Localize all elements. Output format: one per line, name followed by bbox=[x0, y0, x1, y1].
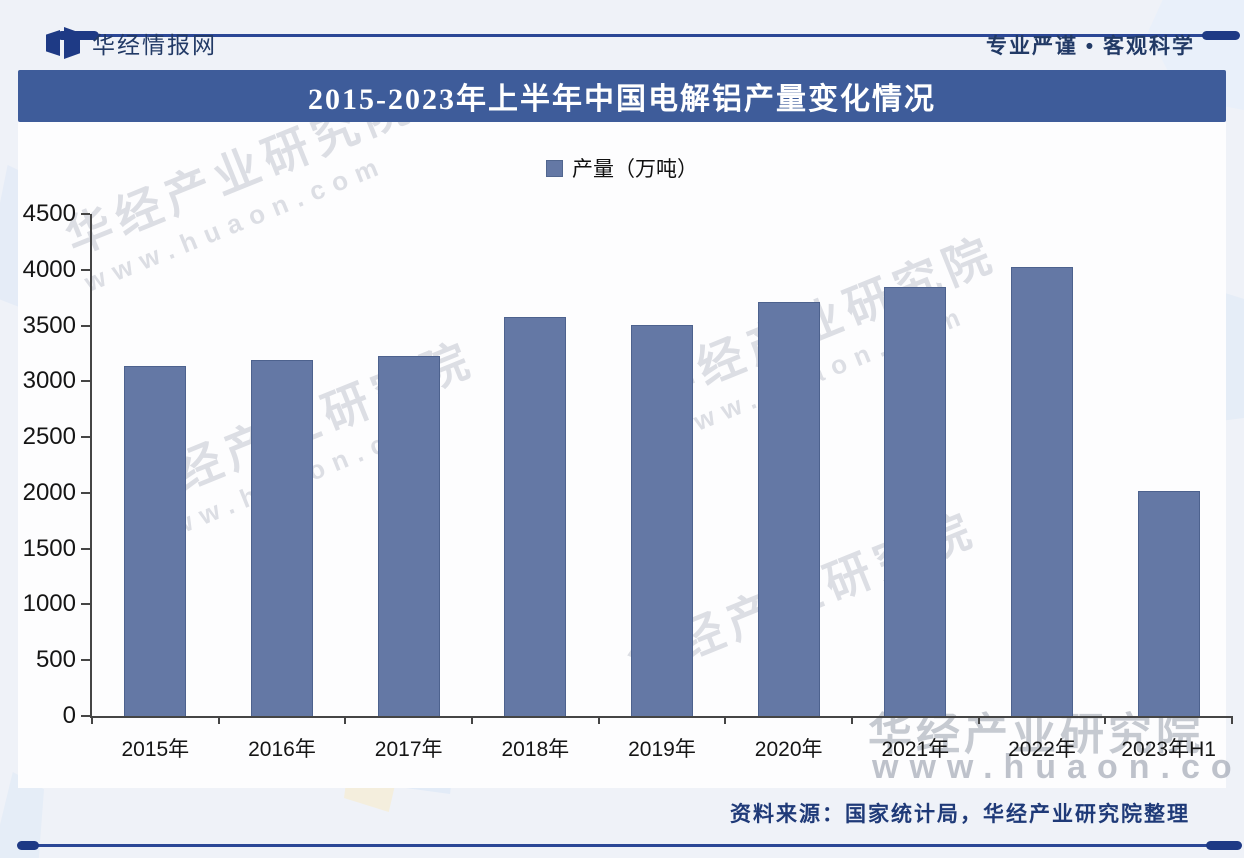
y-axis-tick-label: 500 bbox=[35, 646, 76, 674]
bar-slot: 2020年 bbox=[725, 214, 852, 761]
x-axis-category-label: 2016年 bbox=[248, 738, 316, 761]
x-axis-tick bbox=[1104, 716, 1107, 724]
x-axis-tick bbox=[1231, 716, 1233, 724]
top-right-pill bbox=[1202, 31, 1240, 40]
y-axis-tick bbox=[81, 213, 90, 215]
bar-slot: 2023年H1 bbox=[1105, 214, 1232, 761]
slogan-text: 专业严谨 • 客观科学 bbox=[985, 35, 1195, 58]
y-axis-tick-label: 3500 bbox=[22, 311, 76, 339]
y-axis-tick bbox=[81, 659, 90, 662]
x-axis-category-label: 2021年 bbox=[881, 738, 950, 761]
x-axis-category-label: 2023年H1 bbox=[1121, 738, 1216, 761]
bar-2018年 bbox=[504, 316, 567, 716]
y-axis-tick-label: 0 bbox=[62, 702, 76, 729]
bottom-left-pill bbox=[17, 841, 39, 850]
legend-swatch-icon bbox=[546, 159, 563, 177]
y-axis-tick-label: 4000 bbox=[22, 255, 76, 283]
bottom-accent-line bbox=[18, 844, 1234, 847]
bar-2017年 bbox=[377, 356, 440, 716]
x-axis-category-label: 2022年 bbox=[1008, 738, 1076, 761]
bar-slot: 2022年 bbox=[979, 214, 1106, 761]
bar-2016年 bbox=[250, 360, 313, 716]
x-axis-tick bbox=[470, 716, 473, 724]
y-axis-tick-label: 3000 bbox=[22, 367, 76, 395]
bar-slot: 2021年 bbox=[852, 214, 979, 761]
y-axis-tick-label: 2500 bbox=[22, 423, 76, 451]
bar-slot: 2017年 bbox=[345, 214, 472, 761]
source-note: 资料来源：国家统计局，华经产业研究院整理 bbox=[730, 803, 1190, 826]
x-axis-tick bbox=[344, 716, 347, 724]
y-axis-tick bbox=[81, 380, 90, 383]
y-axis-tick-label: 1500 bbox=[22, 534, 76, 562]
brand: 华经情报网 bbox=[46, 26, 217, 60]
y-axis-tick-label: 4500 bbox=[22, 200, 76, 227]
y-axis-tick-label: 2000 bbox=[22, 478, 76, 506]
top-accent-line bbox=[57, 34, 1238, 37]
huajing-logo-icon bbox=[46, 27, 81, 59]
bar-2019年 bbox=[630, 325, 693, 716]
bar-2022年 bbox=[1010, 267, 1073, 716]
plot-area: 0 500 1000 1500 2000 2500 3000 3500 4000 4500 2015… bbox=[23, 200, 1233, 761]
x-axis-category-label: 2019年 bbox=[628, 738, 696, 761]
x-axis-category-label: 2020年 bbox=[754, 738, 823, 761]
brand-name: 华经情报网 bbox=[92, 32, 217, 58]
y-axis-tick-label: 1000 bbox=[22, 590, 76, 618]
y-axis-tick bbox=[81, 436, 90, 439]
x-axis-tick bbox=[91, 716, 93, 724]
bar-2020年 bbox=[757, 302, 820, 716]
y-axis-tick bbox=[81, 715, 90, 717]
bar-2023年H1 bbox=[1137, 491, 1200, 716]
bar-slot: 2019年 bbox=[599, 214, 726, 761]
legend: 产量（万吨） bbox=[0, 153, 1244, 183]
bottom-right-pill bbox=[1206, 841, 1242, 850]
x-axis-tick bbox=[724, 716, 727, 724]
x-axis-category-label: 2015年 bbox=[121, 738, 190, 761]
chart-title: 2015-2023年上半年中国电解铝产量变化情况 bbox=[18, 70, 1226, 122]
x-axis-tick bbox=[977, 716, 980, 724]
legend-label: 产量（万吨） bbox=[572, 158, 698, 181]
bar-slot: 2016年 bbox=[219, 214, 346, 761]
x-axis-category-label: 2018年 bbox=[501, 738, 570, 761]
bar-2015年 bbox=[124, 365, 187, 716]
y-axis-tick bbox=[81, 603, 90, 606]
bar-2021年 bbox=[884, 286, 947, 716]
x-axis-tick bbox=[850, 716, 853, 724]
y-axis-tick bbox=[81, 491, 90, 494]
y-axis-tick bbox=[81, 268, 90, 271]
bar-slot: 2018年 bbox=[472, 214, 599, 761]
bar-slot: 2015年 bbox=[92, 214, 219, 761]
y-axis-tick bbox=[81, 547, 90, 550]
x-axis-tick bbox=[217, 716, 220, 724]
y-axis-tick bbox=[81, 324, 90, 327]
x-axis-tick bbox=[597, 716, 600, 724]
